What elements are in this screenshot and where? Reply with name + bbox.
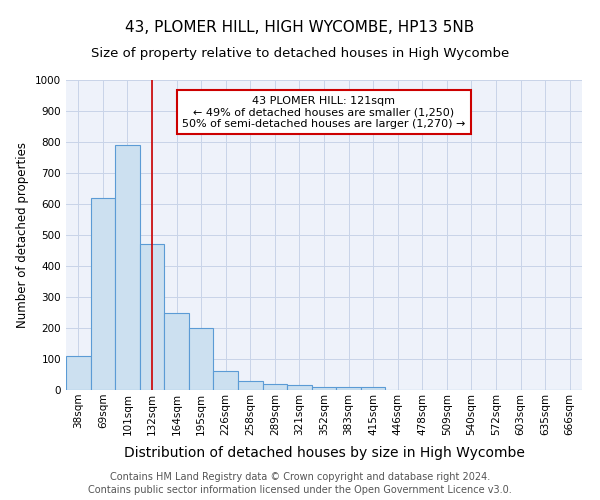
Bar [214, 372, 238, 390]
Text: Size of property relative to detached houses in High Wycombe: Size of property relative to detached ho… [91, 48, 509, 60]
Bar [115, 145, 140, 390]
Bar [312, 387, 336, 390]
Bar [263, 384, 287, 390]
Text: Contains HM Land Registry data © Crown copyright and database right 2024.
Contai: Contains HM Land Registry data © Crown c… [88, 472, 512, 495]
X-axis label: Distribution of detached houses by size in High Wycombe: Distribution of detached houses by size … [124, 446, 524, 460]
Bar [238, 380, 263, 390]
Bar [361, 387, 385, 390]
Bar [140, 244, 164, 390]
Bar [189, 328, 214, 390]
Bar [336, 387, 361, 390]
Y-axis label: Number of detached properties: Number of detached properties [16, 142, 29, 328]
Bar [164, 312, 189, 390]
Text: 43 PLOMER HILL: 121sqm
← 49% of detached houses are smaller (1,250)
50% of semi-: 43 PLOMER HILL: 121sqm ← 49% of detached… [182, 96, 466, 128]
Text: 43, PLOMER HILL, HIGH WYCOMBE, HP13 5NB: 43, PLOMER HILL, HIGH WYCOMBE, HP13 5NB [125, 20, 475, 35]
Bar [287, 386, 312, 390]
Bar [91, 198, 115, 390]
Bar [66, 356, 91, 390]
